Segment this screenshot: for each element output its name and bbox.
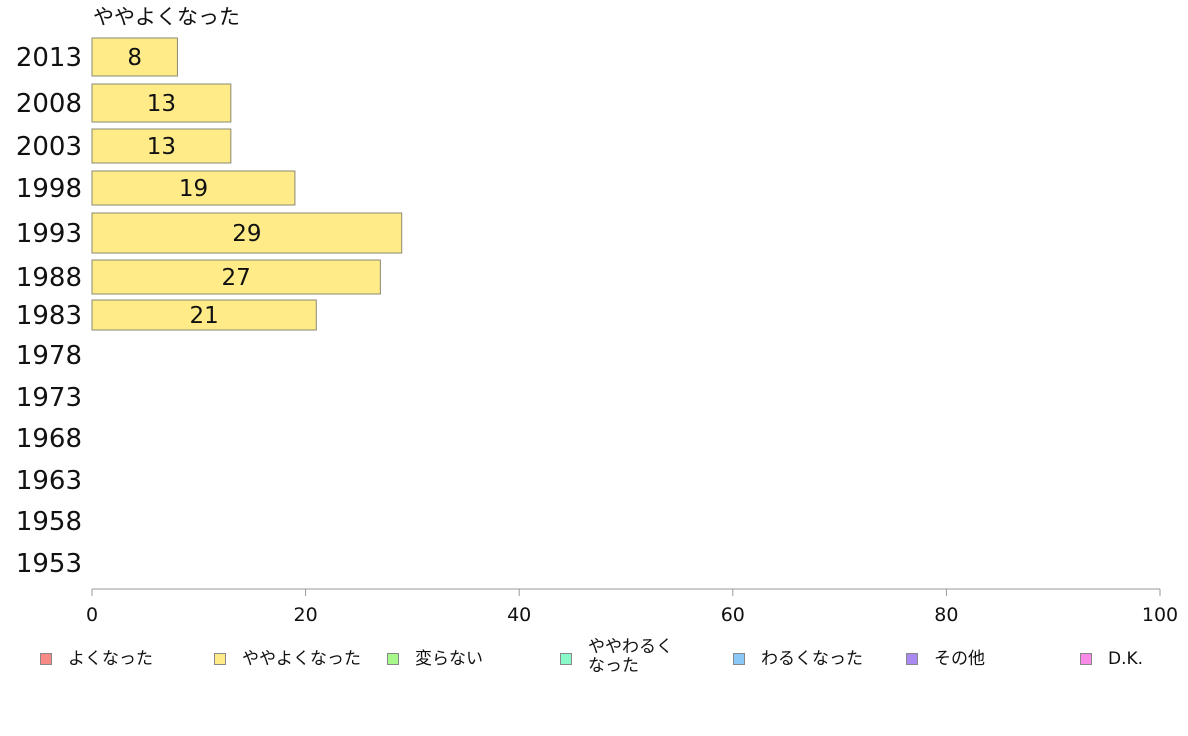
data-label-1988: 27 (222, 265, 251, 291)
legend-item: よくなった (40, 638, 153, 669)
bar-2013 (91, 37, 178, 77)
y-tick-label-1968: 1968 (16, 424, 82, 454)
data-label-2008: 13 (147, 91, 176, 117)
legend-label: ややわるく なった (588, 637, 673, 676)
legend-label: ややよくなった (242, 649, 361, 669)
bar-2008 (91, 83, 232, 123)
y-tick-label-2013: 2013 (16, 43, 82, 73)
y-tick-label-1988: 1988 (16, 263, 82, 293)
legend-swatch (1080, 653, 1092, 665)
legend-swatch (214, 653, 226, 665)
x-tick-label-20: 20 (294, 604, 318, 626)
legend-item: その他 (906, 638, 985, 669)
legend-item: ややわるく なった (560, 638, 673, 676)
y-tick-label-2003: 2003 (16, 132, 82, 162)
y-tick-label-1983: 1983 (16, 301, 82, 331)
legend-item: わるくなった (733, 638, 863, 669)
legend-item: 変らない (387, 638, 483, 669)
y-tick-label-1958: 1958 (16, 507, 82, 537)
y-tick-label-1978: 1978 (16, 341, 82, 371)
data-label-2013: 8 (127, 45, 142, 71)
legend: よくなった ややよくなった 変らない ややわるく なった わるくなった その他 D.K. (0, 638, 1188, 688)
data-label-1998: 19 (179, 176, 208, 202)
legend-label: D.K. (1108, 649, 1144, 669)
legend-label: その他 (934, 649, 985, 669)
bar-1988 (91, 259, 381, 295)
x-axis: 0 20 40 60 80 100 (86, 588, 1178, 626)
data-label-2003: 13 (147, 134, 176, 160)
bar-2003 (91, 128, 232, 164)
legend-label: わるくなった (761, 649, 863, 669)
y-tick-label-1963: 1963 (16, 466, 82, 496)
legend-swatch (906, 653, 918, 665)
legend-item: ややよくなった (214, 638, 361, 669)
legend-swatch (387, 653, 399, 665)
y-tick-label-2008: 2008 (16, 89, 82, 119)
legend-swatch (733, 653, 745, 665)
bar-1998 (91, 170, 296, 206)
y-tick-label-1973: 1973 (16, 383, 82, 413)
bar-1983 (91, 299, 317, 331)
y-tick-label-1993: 1993 (16, 219, 82, 249)
y-tick-label-1998: 1998 (16, 174, 82, 204)
x-tick-label-0: 0 (86, 604, 98, 626)
x-tick-label-80: 80 (934, 604, 958, 626)
data-label-1983: 21 (189, 303, 218, 329)
legend-swatch (560, 653, 572, 665)
legend-label: 変らない (415, 649, 483, 669)
bar-1993 (91, 212, 403, 254)
x-tick-label-40: 40 (507, 604, 531, 626)
legend-label: よくなった (68, 649, 153, 669)
legend-item: D.K. (1080, 638, 1143, 669)
legend-swatch (40, 653, 52, 665)
x-tick-label-60: 60 (721, 604, 745, 626)
y-tick-label-1953: 1953 (16, 549, 82, 579)
x-tick-label-100: 100 (1142, 604, 1178, 626)
chart-title: ややよくなった (93, 5, 240, 29)
data-label-1993: 29 (232, 221, 261, 247)
y-axis-labels: 2013 2008 2003 1998 1993 1988 1983 1978 1973 1968… (16, 43, 82, 579)
